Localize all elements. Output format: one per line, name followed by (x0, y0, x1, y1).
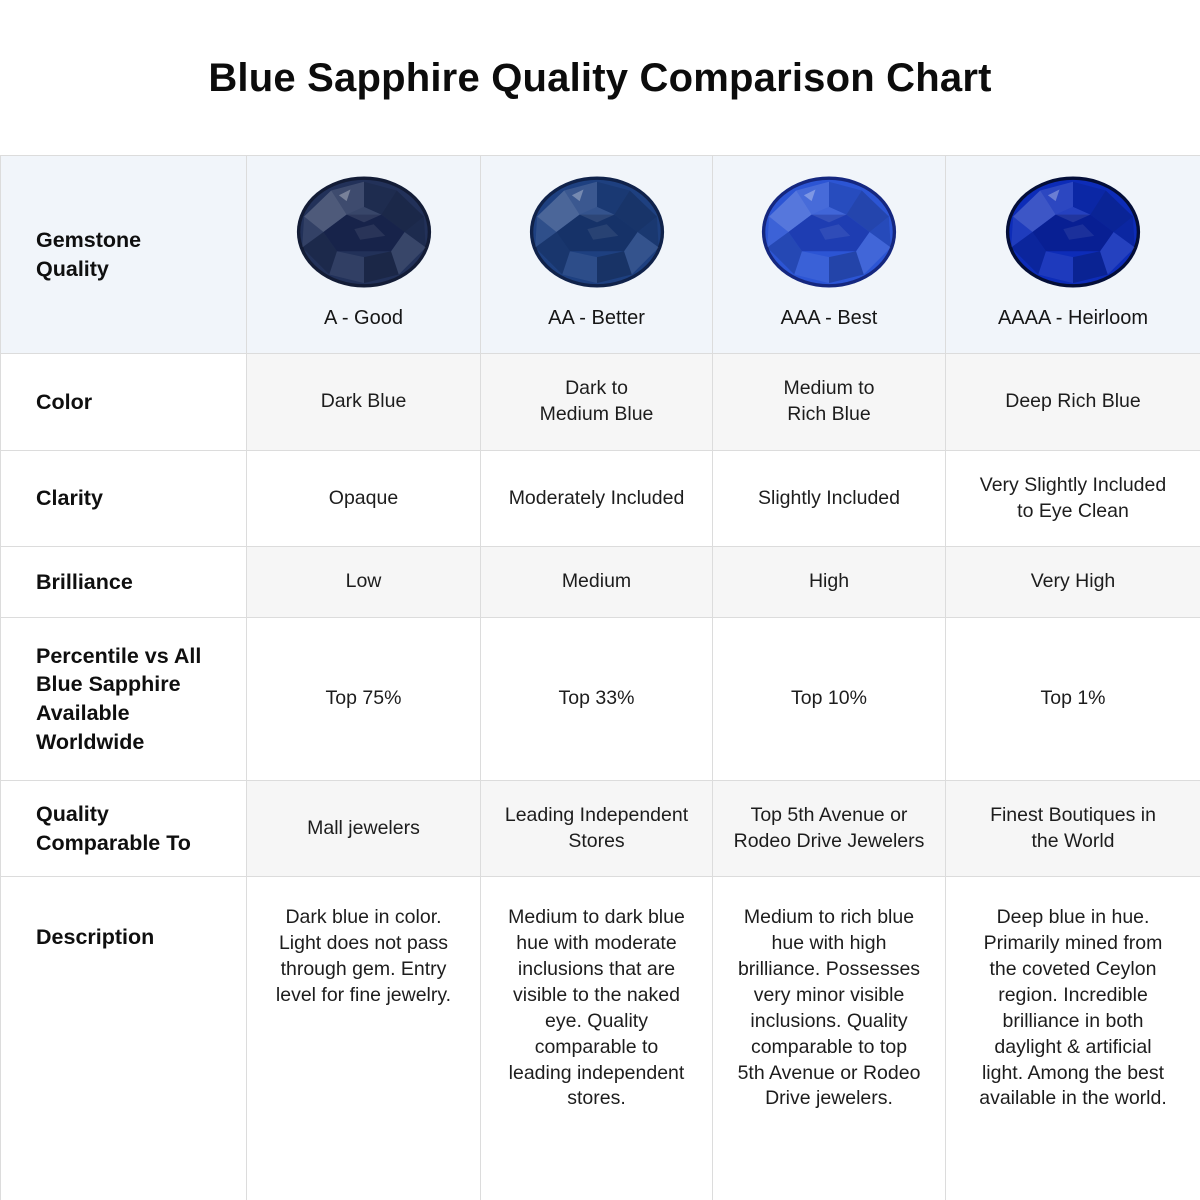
cell-comparable-aaa-best: Top 5th Avenue or Rodeo Drive Jewelers (713, 781, 946, 877)
grade-name: AAAA - Heirloom (997, 306, 1149, 329)
grade-header-aaa-best: AAA - Best (713, 156, 946, 354)
cell-percentile-aaaa-heirloom: Top 1% (946, 618, 1200, 781)
cell-percentile-a-good: Top 75% (247, 618, 481, 781)
grade-header-a-good: A - Good (247, 156, 481, 354)
sapphire-gem-aaa-best-icon (761, 176, 897, 288)
cell-description-aaaa-heirloom: Deep blue in hue. Primarily mined from t… (946, 877, 1200, 1200)
cell-color-aaaa-heirloom: Deep Rich Blue (946, 354, 1200, 451)
cell-brilliance-aaaa-heirloom: Very High (946, 547, 1200, 618)
sapphire-gem-aaaa-heirloom-icon (1005, 176, 1141, 288)
cell-description-aa-better: Medium to dark blue hue with moderate in… (481, 877, 713, 1200)
row-label-percentile: Percentile vs All Blue Sapphire Availabl… (1, 618, 247, 781)
row-label-clarity: Clarity (1, 451, 247, 547)
grade-name: AAA - Best (780, 306, 878, 329)
grade-name: A - Good (324, 306, 403, 329)
row-label-description: Description (1, 877, 247, 1200)
cell-percentile-aaa-best: Top 10% (713, 618, 946, 781)
cell-comparable-aa-better: Leading Independent Stores (481, 781, 713, 877)
grade-header-aa-better: AA - Better (481, 156, 713, 354)
cell-description-a-good: Dark blue in color. Light does not pass … (247, 877, 481, 1200)
cell-comparable-aaaa-heirloom: Finest Boutiques in the World (946, 781, 1200, 877)
cell-color-a-good: Dark Blue (247, 354, 481, 451)
cell-clarity-aa-better: Moderately Included (481, 451, 713, 547)
sapphire-gem-a-good-icon (296, 176, 431, 288)
cell-clarity-aaaa-heirloom: Very Slightly Included to Eye Clean (946, 451, 1200, 547)
cell-percentile-aa-better: Top 33% (481, 618, 713, 781)
row-label-color: Color (1, 354, 247, 451)
grade-header-aaaa-heirloom: AAAA - Heirloom (946, 156, 1200, 354)
cell-clarity-a-good: Opaque (247, 451, 481, 547)
cell-description-aaa-best: Medium to rich blue hue with high brilli… (713, 877, 946, 1200)
page-title: Blue Sapphire Quality Comparison Chart (208, 56, 992, 100)
row-label-brilliance: Brilliance (1, 547, 247, 618)
cell-color-aaa-best: Medium to Rich Blue (713, 354, 946, 451)
sapphire-gem-aa-better-icon (529, 176, 664, 288)
cell-brilliance-aaa-best: High (713, 547, 946, 618)
cell-clarity-aaa-best: Slightly Included (713, 451, 946, 547)
cell-comparable-a-good: Mall jewelers (247, 781, 481, 877)
cell-brilliance-aa-better: Medium (481, 547, 713, 618)
cell-brilliance-a-good: Low (247, 547, 481, 618)
cell-color-aa-better: Dark to Medium Blue (481, 354, 713, 451)
grade-name: AA - Better (548, 306, 645, 329)
row-label-comparable: Quality Comparable To (1, 781, 247, 877)
comparison-table: Gemstone Quality A - Good (0, 155, 1200, 1200)
row-label-gemstone-quality: Gemstone Quality (1, 156, 247, 354)
